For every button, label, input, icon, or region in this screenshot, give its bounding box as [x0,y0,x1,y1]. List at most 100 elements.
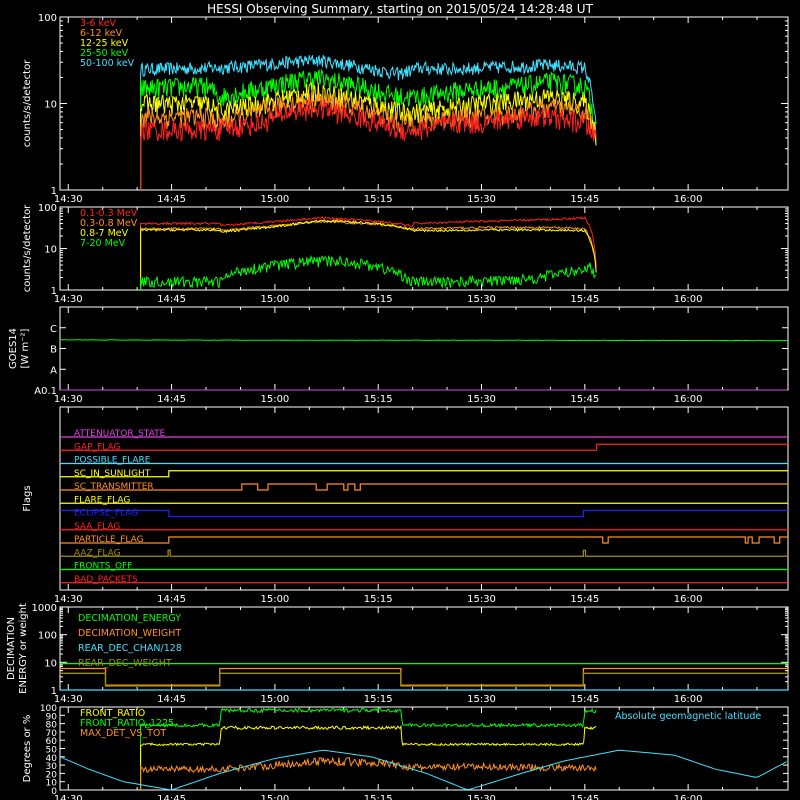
series-line [140,756,597,790]
panel-hi-rates: 14:30 14:45 15:00 15:15 15:30 15:45 16:00 count… [22,203,789,305]
time-tick-label: 14:30 [54,294,83,305]
y-tick-label: 30 [46,762,58,772]
y-axis-label: DECIMATION [6,617,17,680]
y-tick-label: A [50,365,57,376]
time-tick-label: 16:00 [674,694,703,705]
y-tick-label: 60 [46,737,58,747]
y-tick-label: C [50,324,57,335]
legend-entry: 12-25 keV [80,38,129,49]
legend-entry: Absolute geomagnetic latitude [615,711,761,722]
flag-label: SC_IN_SUNLIGHT [74,469,151,479]
time-tick-label: 16:00 [674,294,703,305]
series-line [140,98,597,190]
legend-entry: 50-100 keV [80,58,135,69]
legend-entry: 0.1-0.3 MeV [80,208,138,219]
time-tick-label: 14:45 [157,794,186,800]
time-tick-label: 15:30 [467,394,496,405]
time-tick-label: 15:45 [570,194,599,205]
time-tick-label: 14:45 [157,594,186,605]
time-tick-label: 15:15 [364,294,393,305]
y-axis-label: Flags [22,485,33,511]
time-tick-label: 15:30 [467,694,496,705]
time-tick-label: 15:00 [260,794,289,800]
legend-entry: REAR_DEC_WEIGHT [78,658,172,669]
time-tick-label: 14:30 [54,694,83,705]
y-axis-label: counts/s/detector [22,204,33,292]
panel-flags: 14:30 14:45 15:00 15:15 15:30 15:45 16:00 Flags… [22,406,789,605]
flag-label: FLARE_FLAG [74,495,130,505]
series-line [60,667,788,686]
time-tick-label: 15:30 [467,194,496,205]
panel-frame [59,306,789,391]
y-tick-label: B [50,345,57,356]
y-tick-label: 80 [46,721,58,731]
legend-entry: FRONT_RATIO [80,708,145,719]
legend-entry: 0.3-0.8 MeV [80,218,138,229]
time-tick-label: 16:00 [674,394,703,405]
series-line [140,219,597,290]
y-tick-label: 50 [46,746,58,756]
y-tick-label: 0 [51,787,57,797]
flag-label: ATTENUATOR_STATE [74,429,166,439]
flag-label: GAP_FLAG [74,442,120,452]
time-tick-label: 15:30 [467,794,496,800]
time-tick-label: 16:00 [674,794,703,800]
flag-label: BAD_PACKETS [74,575,138,585]
time-tick-label: 15:45 [570,694,599,705]
legend-entry: 3-6 keV [80,18,117,29]
y-axis-label: ENERGY or weight [18,603,29,694]
flag-line [60,470,788,478]
y-axis-label: Degrees or % [22,715,33,783]
flag-line [60,483,788,491]
y-tick-label: 10 [44,100,57,111]
time-tick-label: 15:00 [260,394,289,405]
y-tick-label: 70 [46,729,58,739]
time-tick-label: 15:30 [467,594,496,605]
y-axis-label: GOES14 [8,328,19,369]
y-tick-label: 100 [38,13,57,24]
panel-goes: 14:30 14:45 15:00 15:15 15:30 15:45 16:00 GOES1… [8,306,789,405]
y-tick-label: 1 [51,286,57,297]
legend-entry: DECIMATION_WEIGHT [78,628,181,639]
series-line [140,724,597,790]
time-tick-label: 15:00 [260,294,289,305]
flag-label: SAA_FLAG [74,522,120,532]
flag-line [60,509,788,518]
time-tick-label: 15:00 [260,694,289,705]
series-line [140,254,597,290]
legend-entry: REAR_DEC_CHAN/128 [78,643,182,654]
series-line [140,54,597,190]
time-tick-label: 14:30 [54,394,83,405]
panel-decimation: 14:30 14:45 15:00 15:15 15:30 15:45 16:00 DECIM… [6,603,789,705]
time-tick-label: 15:45 [570,294,599,305]
time-tick-label: 15:15 [364,794,393,800]
y-tick-label: 100 [40,704,57,714]
y-tick-label: 90 [46,712,58,722]
series-line [140,215,597,290]
legend-entry: DECIMATION_ENERGY [78,613,181,624]
series-line [140,219,597,290]
time-tick-label: 15:30 [467,294,496,305]
y-axis-label: counts/s/detector [22,59,33,147]
time-tick-label: 15:45 [570,594,599,605]
y-tick-label: 40 [46,754,58,764]
panel-frame [59,16,789,191]
series-line [60,339,788,342]
legend-entry: 25-50 keV [80,48,129,59]
y-tick-label: 100 [38,631,57,642]
time-tick-label: 15:00 [260,194,289,205]
panel-ql-rates: 14:30 14:45 15:00 15:15 15:30 15:45 16:00 count… [22,13,789,205]
flag-label: PARTICLE_FLAG [74,535,144,545]
y-tick-label: 1 [51,186,57,197]
y-axis-label: [W m⁻²] [20,328,31,368]
y-tick-label: 1 [51,686,57,697]
flag-label: FRONTS_OFF [74,562,132,572]
series-line [140,81,597,190]
legend-entry: 7-20 MeV [80,238,126,249]
panel-frame [59,406,789,591]
time-tick-label: 15:15 [364,194,393,205]
y-tick-label: 10 [44,245,57,256]
time-tick-label: 14:45 [157,294,186,305]
legend-entry: FRONT_RATIO_1225 [80,718,174,729]
time-tick-label: 15:15 [364,694,393,705]
